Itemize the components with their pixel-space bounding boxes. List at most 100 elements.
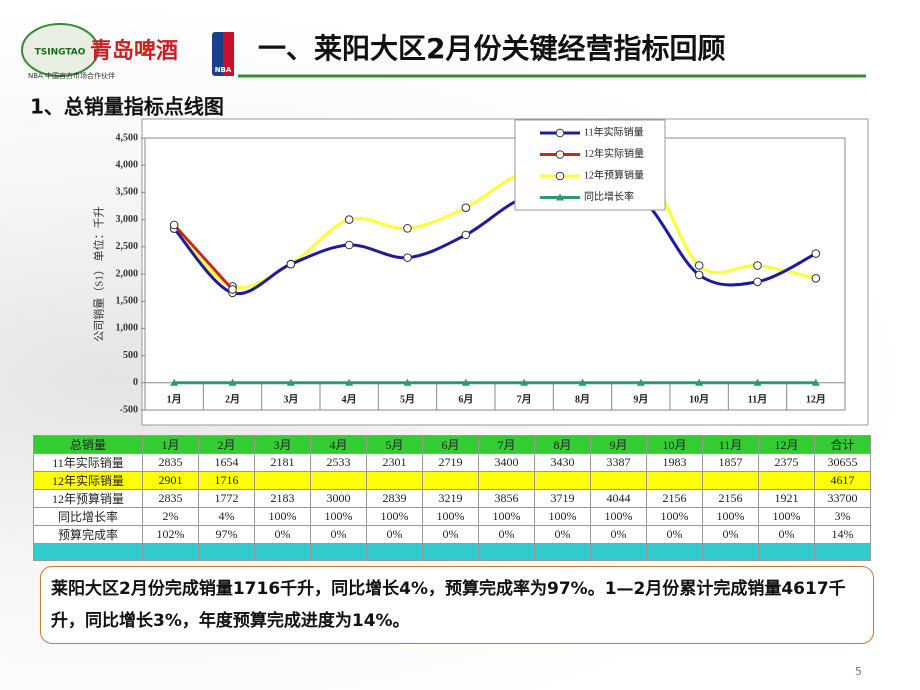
marker bbox=[461, 230, 471, 240]
table-cell bbox=[198, 543, 255, 561]
marker bbox=[403, 378, 412, 386]
table-cell: 3月 bbox=[254, 435, 311, 454]
table-cell bbox=[646, 471, 703, 490]
table-cell: 1921 bbox=[758, 489, 815, 508]
table-cell bbox=[254, 543, 311, 561]
x-tick-label: 8月 bbox=[575, 393, 590, 405]
table-cell: 3856 bbox=[478, 489, 535, 508]
table-cell: 100% bbox=[254, 507, 311, 526]
marker bbox=[403, 253, 412, 262]
table-cell: 合计 bbox=[814, 435, 871, 454]
table-cell: 11年实际销量 bbox=[33, 453, 143, 472]
x-tick-label: 5月 bbox=[400, 393, 415, 405]
table-cell: 12年预算销量 bbox=[33, 489, 143, 508]
table-cell: 0% bbox=[590, 525, 647, 544]
table-cell: 0% bbox=[478, 525, 535, 544]
marker bbox=[695, 378, 704, 386]
x-tick-label: 12月 bbox=[806, 393, 826, 405]
logo-brand-en: TSINGTAO bbox=[35, 48, 86, 58]
marker bbox=[753, 261, 762, 270]
x-tick-label: 9月 bbox=[633, 393, 648, 405]
x-tick-label: 1月 bbox=[167, 393, 182, 405]
table-cell: 2533 bbox=[310, 453, 367, 472]
table-cell: 7月 bbox=[478, 435, 535, 454]
table-cell bbox=[702, 543, 759, 561]
table-cell: 100% bbox=[478, 507, 535, 526]
table-cell: 3387 bbox=[590, 453, 647, 472]
chart-frame bbox=[141, 118, 869, 426]
table-cell: 100% bbox=[310, 507, 367, 526]
table-cell bbox=[590, 471, 647, 490]
y-tick-label: 1,500 bbox=[116, 295, 139, 306]
table-cell: 10月 bbox=[646, 435, 703, 454]
table-row: 同比增长率 2% 4% 100% 100% 100% 100% 100% 100% 100% 100… bbox=[33, 507, 871, 526]
subtitle: 1、总销量指标点线图 bbox=[30, 95, 224, 119]
table-cell: 30655 bbox=[814, 453, 871, 472]
marker bbox=[228, 378, 237, 386]
table-cell: 3% bbox=[814, 507, 871, 526]
marker bbox=[694, 261, 704, 270]
marker bbox=[811, 273, 821, 283]
y-tick-label: 0 bbox=[133, 377, 138, 388]
slide-title: 一、莱阳大区2月份关键经营指标回顾 bbox=[258, 32, 725, 65]
table-cell bbox=[758, 471, 815, 490]
table-cell: 100% bbox=[534, 507, 591, 526]
marker bbox=[344, 240, 354, 250]
table-cell: 2156 bbox=[702, 489, 759, 508]
marker bbox=[753, 277, 762, 287]
table-cell bbox=[254, 471, 311, 490]
table-cell: 0% bbox=[422, 525, 479, 544]
page-number: 5 bbox=[855, 665, 862, 678]
table-cell: 5月 bbox=[366, 435, 423, 454]
table-cell: 0% bbox=[366, 525, 423, 544]
table-row: 预算完成率 102% 97% 0% 0% 0% 0% 0% 0% 0% 0% 0% 0% 14% bbox=[33, 525, 871, 544]
table-cell: 4617 bbox=[814, 471, 871, 490]
legend-label: 12年预算销量 bbox=[584, 168, 644, 181]
table-cell bbox=[478, 471, 535, 490]
marker bbox=[286, 378, 295, 386]
y-tick-label: 3,000 bbox=[116, 214, 139, 225]
table-cell: 2% bbox=[142, 507, 199, 526]
y-tick-label: 2,000 bbox=[116, 268, 139, 279]
table-cell: 2375 bbox=[758, 453, 815, 472]
table-cell: 1983 bbox=[646, 453, 703, 472]
table-cell bbox=[702, 471, 759, 490]
data-table: 总销量 1月 2月 3月 4月 5月 6月 7月 8月 9月 10月 11月 12月 合计 11年实际销量 2… bbox=[33, 435, 871, 561]
marker bbox=[520, 378, 529, 386]
marker bbox=[344, 215, 354, 224]
marker bbox=[169, 220, 179, 230]
table-cell: 8月 bbox=[534, 435, 591, 454]
marker bbox=[461, 203, 471, 212]
marker bbox=[555, 171, 565, 181]
table-cell: 2719 bbox=[422, 453, 479, 472]
y-tick-label: -500 bbox=[120, 404, 138, 415]
table-cell: 2835 bbox=[142, 489, 199, 508]
table-cell: 3430 bbox=[534, 453, 591, 472]
marker bbox=[170, 378, 179, 386]
y-tick-label: 2,500 bbox=[116, 241, 139, 252]
table-cell bbox=[758, 543, 815, 561]
marker bbox=[578, 378, 587, 386]
table-cell: 4% bbox=[198, 507, 255, 526]
table-cell: 2835 bbox=[142, 453, 199, 472]
y-tick-label: 1,000 bbox=[116, 323, 139, 334]
table-cell: 100% bbox=[590, 507, 647, 526]
table-cell bbox=[534, 543, 591, 561]
marker bbox=[555, 150, 565, 159]
table-cell bbox=[478, 543, 535, 561]
table-cell: 100% bbox=[758, 507, 815, 526]
table-cell bbox=[33, 543, 143, 561]
table-cell: 100% bbox=[646, 507, 703, 526]
table-cell: 3000 bbox=[310, 489, 367, 508]
table-row: 12年预算销量 2835 1772 2183 3000 2839 3219 3856 3719 4… bbox=[33, 489, 871, 508]
table-cell: 1857 bbox=[702, 453, 759, 472]
table-cell: 6月 bbox=[422, 435, 479, 454]
nba-text: NBA bbox=[215, 66, 232, 74]
table-cell bbox=[422, 471, 479, 490]
legend-label: 11年实际销量 bbox=[584, 125, 644, 138]
marker bbox=[345, 378, 354, 386]
table-cell: 0% bbox=[702, 525, 759, 544]
table-cell: 3719 bbox=[534, 489, 591, 508]
table-cell bbox=[422, 543, 479, 561]
